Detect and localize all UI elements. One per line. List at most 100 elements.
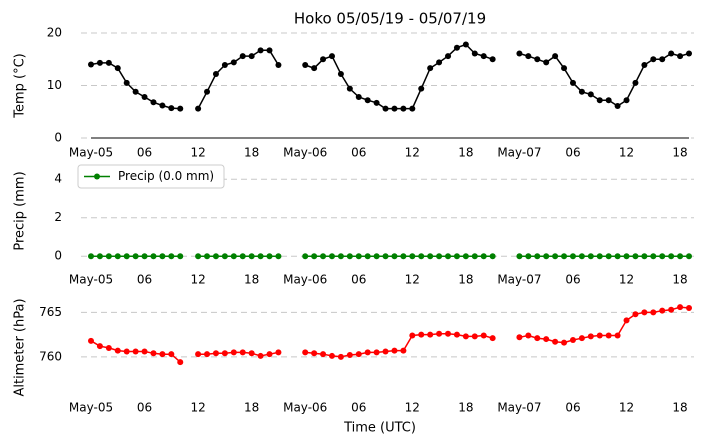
data-point <box>525 53 532 60</box>
x-tick-label: 18 <box>672 273 687 287</box>
data-point <box>462 41 469 48</box>
data-point <box>587 253 594 260</box>
data-point <box>587 91 594 98</box>
data-point <box>650 253 657 260</box>
data-point <box>534 56 541 63</box>
data-point <box>123 79 130 86</box>
data-point <box>96 59 103 66</box>
data-point <box>650 56 657 63</box>
data-point <box>569 79 576 86</box>
x-tick-label: 12 <box>405 146 420 160</box>
x-tick-label: 12 <box>619 401 634 415</box>
data-point <box>659 56 666 63</box>
data-point <box>364 97 371 104</box>
data-point <box>605 253 612 260</box>
data-point <box>275 62 282 69</box>
y-axis-label: Precip (mm) <box>13 171 28 250</box>
x-tick-label: May-06 <box>283 273 327 287</box>
x-tick-label: 12 <box>190 146 205 160</box>
data-point <box>686 50 692 57</box>
data-point <box>302 62 309 69</box>
x-tick-label: 06 <box>137 273 152 287</box>
data-point <box>257 47 264 54</box>
data-point <box>141 94 148 101</box>
data-point <box>561 65 568 72</box>
data-point <box>168 351 175 358</box>
x-tick-label: 18 <box>458 146 473 160</box>
legend-marker <box>94 173 100 180</box>
data-point <box>578 335 585 342</box>
data-point <box>320 253 327 260</box>
x-tick-label: 06 <box>351 273 366 287</box>
data-point <box>159 253 166 260</box>
x-tick-label: 06 <box>137 401 152 415</box>
x-tick-label: 18 <box>244 273 259 287</box>
data-point <box>132 348 139 355</box>
x-tick-label: 18 <box>458 401 473 415</box>
data-point <box>123 253 130 260</box>
data-point <box>364 253 371 260</box>
data-point <box>632 253 639 260</box>
data-point <box>248 253 255 260</box>
data-point <box>561 339 568 346</box>
data-point <box>212 350 219 357</box>
data-point <box>650 309 657 316</box>
x-tick-label: May-05 <box>69 146 113 160</box>
data-point <box>239 53 246 60</box>
x-tick-label: 18 <box>672 401 687 415</box>
data-point <box>480 253 487 260</box>
y-axis-label: Altimeter (hPa) <box>13 298 28 396</box>
data-point <box>632 79 639 86</box>
data-point <box>400 105 407 112</box>
data-point <box>168 105 175 112</box>
data-point <box>552 53 559 60</box>
x-tick-label: 18 <box>244 146 259 160</box>
data-point <box>409 105 416 112</box>
data-point <box>195 253 202 260</box>
data-point <box>123 348 130 355</box>
data-point <box>552 338 559 345</box>
data-point <box>578 253 585 260</box>
data-point <box>632 311 639 318</box>
data-point <box>230 349 237 356</box>
data-point <box>418 85 425 92</box>
data-point <box>543 253 550 260</box>
data-point <box>266 47 273 54</box>
x-tick-label: 06 <box>565 401 580 415</box>
data-point <box>355 94 362 101</box>
data-point <box>266 351 273 358</box>
data-point <box>614 102 621 109</box>
data-point <box>311 253 318 260</box>
x-tick-label: 12 <box>619 146 634 160</box>
data-point <box>462 333 469 340</box>
data-point <box>105 253 112 260</box>
data-point <box>668 253 675 260</box>
data-point <box>373 253 380 260</box>
data-point <box>418 253 425 260</box>
data-point <box>605 97 612 104</box>
x-tick-label: 06 <box>565 146 580 160</box>
y-tick-label: 10 <box>47 78 62 92</box>
data-point <box>623 97 630 104</box>
data-point <box>373 99 380 106</box>
data-point <box>221 350 228 357</box>
data-point <box>480 332 487 339</box>
data-point <box>230 59 237 66</box>
data-point <box>453 253 460 260</box>
data-point <box>212 253 219 260</box>
data-point <box>587 333 594 340</box>
data-point <box>266 253 273 260</box>
data-point <box>382 253 389 260</box>
data-point <box>337 253 344 260</box>
data-point <box>373 349 380 356</box>
data-point <box>516 334 523 341</box>
data-point <box>88 253 94 260</box>
legend-box <box>77 164 225 189</box>
data-point <box>114 253 121 260</box>
data-point <box>569 253 576 260</box>
data-point <box>677 304 684 311</box>
data-point <box>418 331 425 338</box>
data-point <box>320 351 327 358</box>
data-point <box>623 317 630 324</box>
